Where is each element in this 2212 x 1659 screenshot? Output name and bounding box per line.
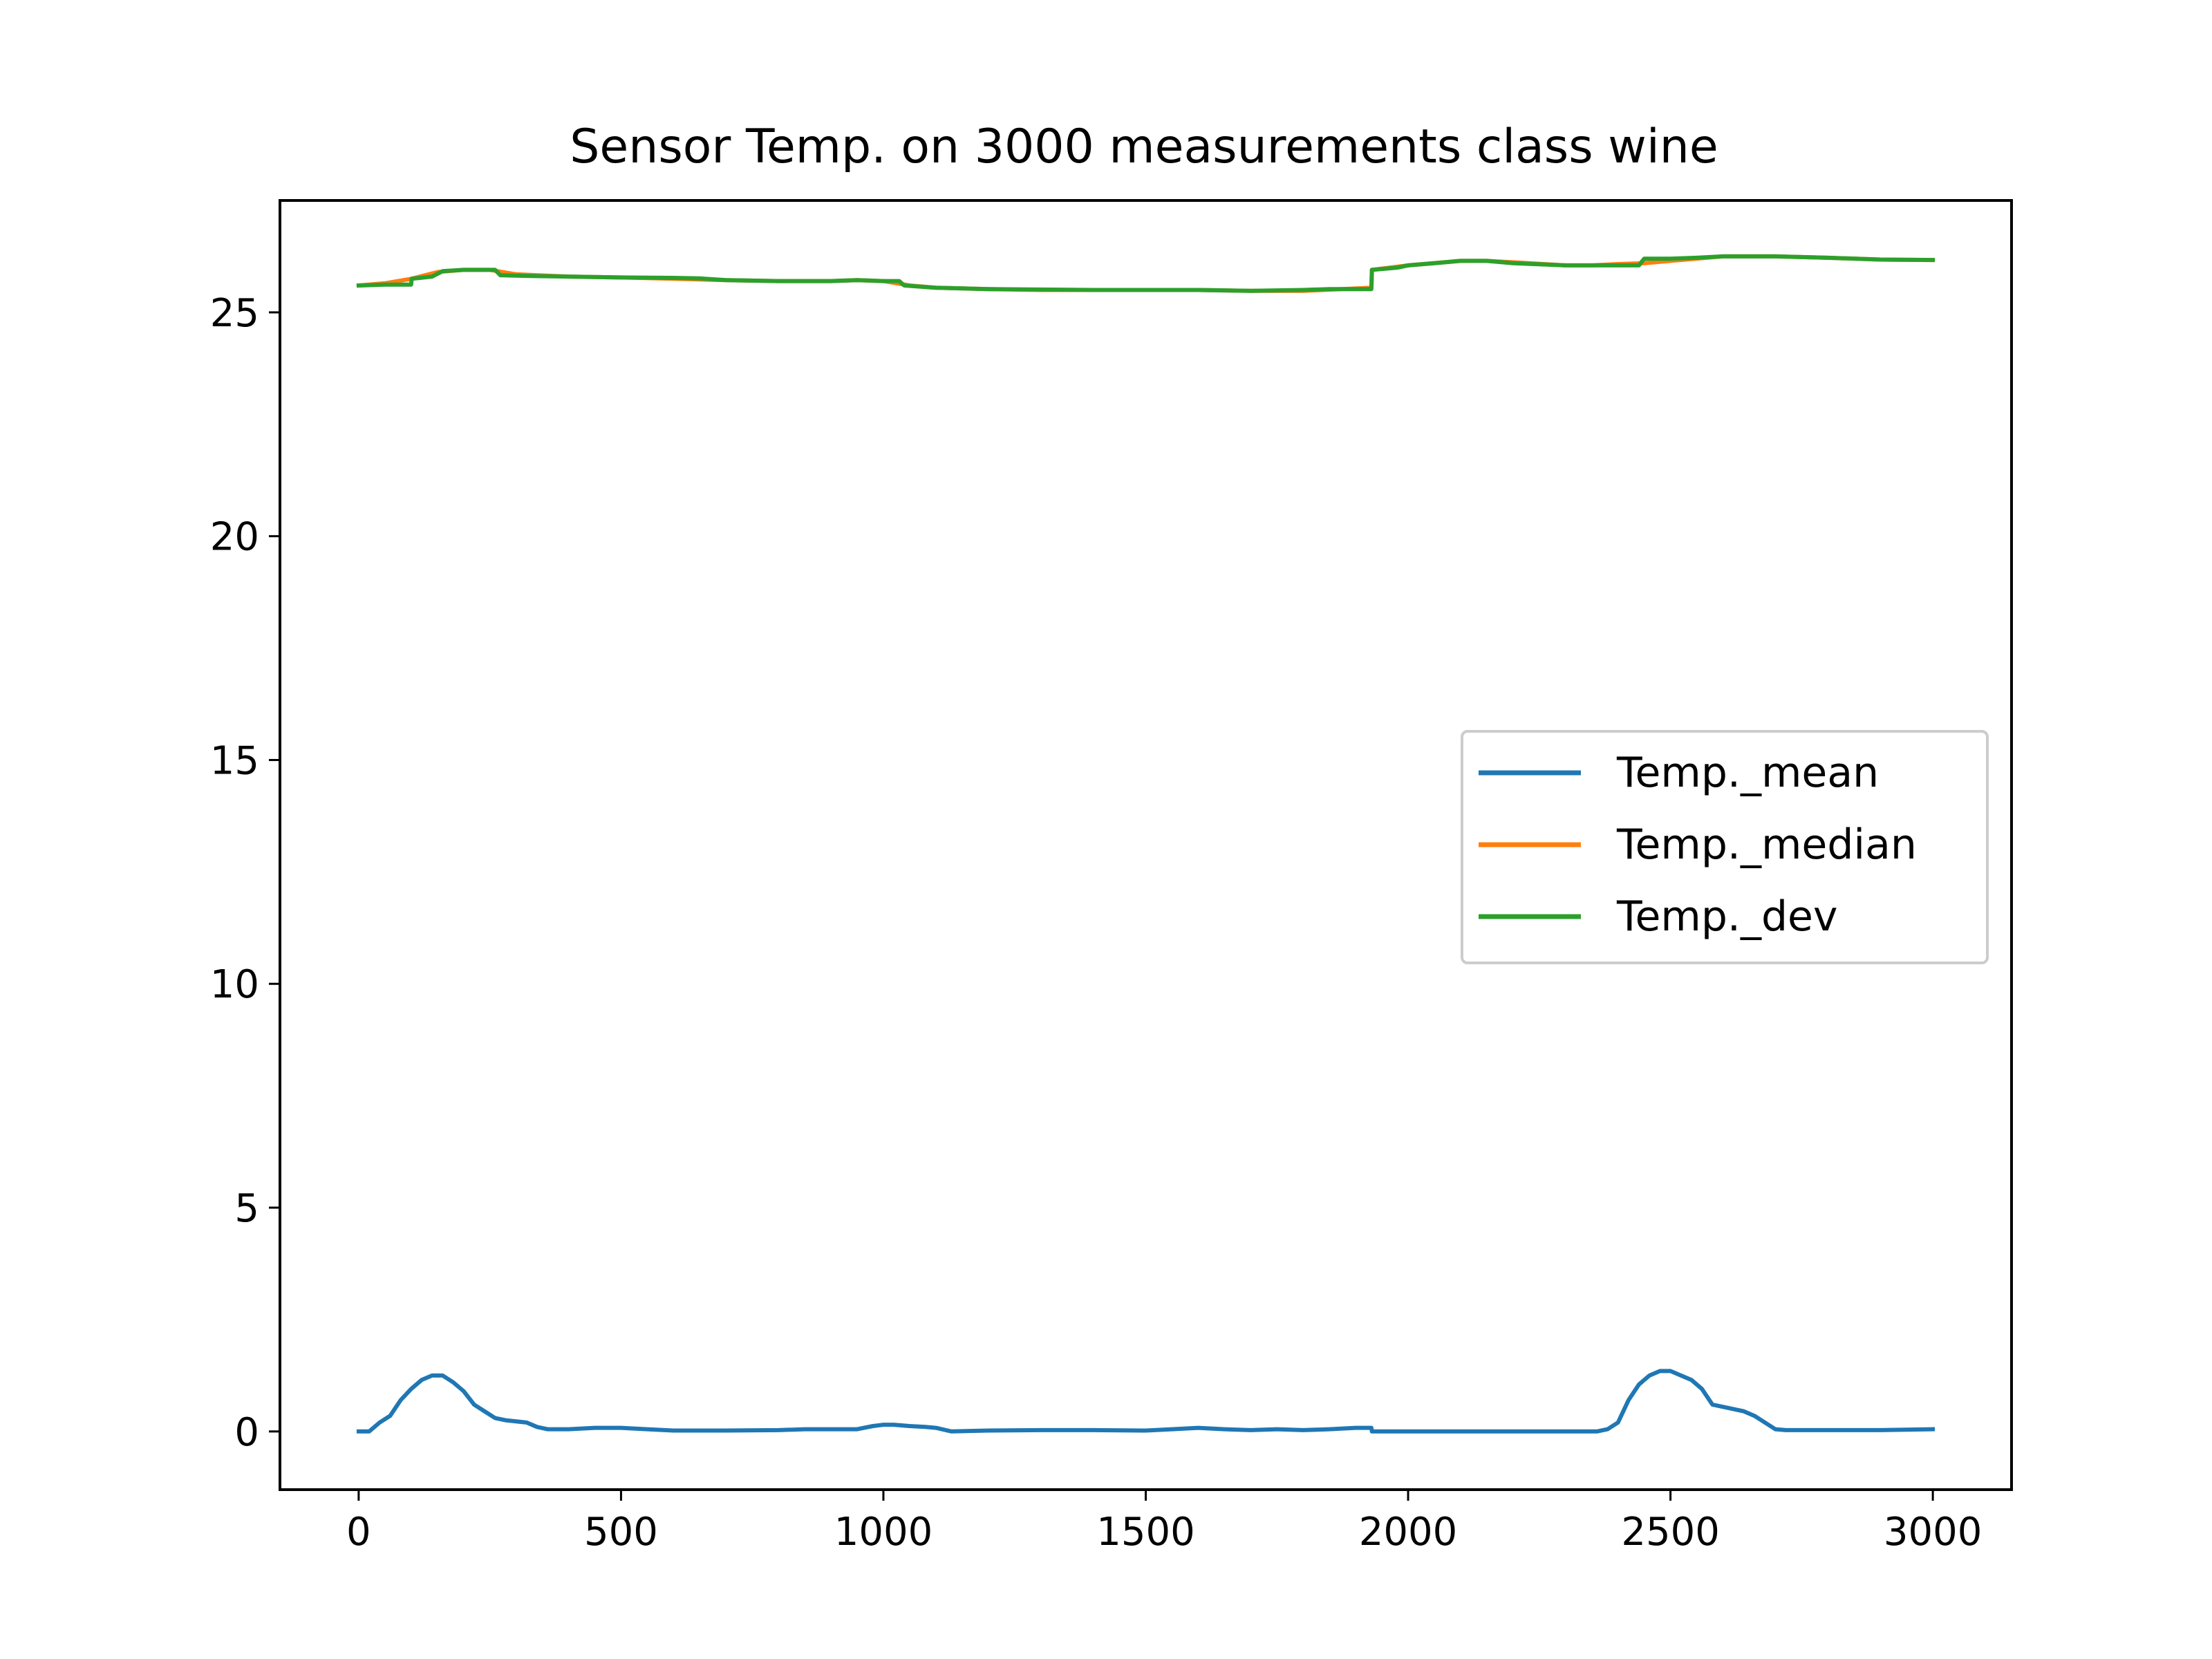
y-tick-label: 5 xyxy=(234,1186,259,1231)
series-line-0 xyxy=(356,1369,1936,1434)
legend-label-1: Temp._median xyxy=(1616,821,1917,869)
legend: Temp._mean Temp._median Temp._dev xyxy=(1461,730,1989,964)
y-tick-label: 0 xyxy=(234,1410,259,1455)
x-tick-label: 500 xyxy=(584,1510,658,1555)
x-tick-label: 1000 xyxy=(834,1510,933,1555)
x-axis: 0 500 1000 1500 2000 2500 3000 xyxy=(346,1490,1982,1555)
x-tick-label: 3000 xyxy=(1884,1510,1983,1555)
x-tick-label: 2000 xyxy=(1359,1510,1458,1555)
y-tick-label: 15 xyxy=(210,738,259,783)
series-line-2 xyxy=(356,254,1936,293)
legend-label-0: Temp._mean xyxy=(1616,749,1879,797)
y-tick-label: 25 xyxy=(210,291,259,336)
y-tick-label: 20 xyxy=(210,515,259,560)
y-tick-label: 10 xyxy=(210,962,259,1007)
x-tick-label: 2500 xyxy=(1621,1510,1720,1555)
x-tick-label: 1500 xyxy=(1096,1510,1195,1555)
chart-title: Sensor Temp. on 3000 measurements class … xyxy=(570,120,1718,174)
y-axis: 0 5 10 15 20 25 xyxy=(210,291,280,1455)
x-tick-label: 0 xyxy=(346,1510,371,1555)
legend-box xyxy=(1461,730,1989,964)
legend-label-2: Temp._dev xyxy=(1616,892,1837,941)
series-layer xyxy=(356,254,1936,1434)
